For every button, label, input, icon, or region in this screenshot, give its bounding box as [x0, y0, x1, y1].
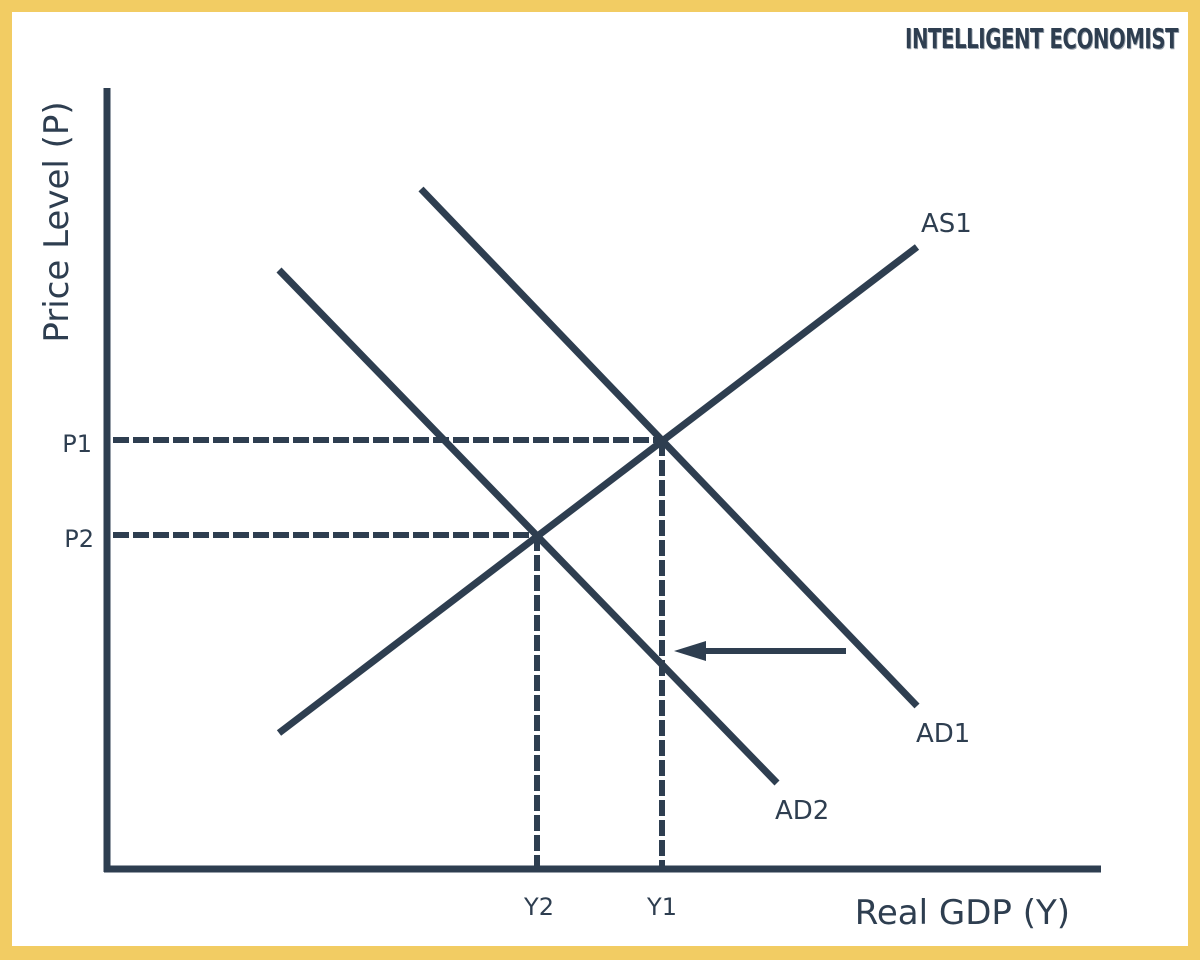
- shift-arrow-icon: [674, 641, 846, 661]
- ad1-label: AD1: [916, 719, 970, 749]
- as1-curve: [276, 244, 920, 736]
- y2-tick-label: Y2: [523, 893, 554, 921]
- y1-tick-label: Y1: [646, 893, 677, 921]
- ad2-label: AD2: [775, 796, 829, 826]
- p1-tick-label: P1: [62, 430, 92, 458]
- dashed-guides: [113, 437, 665, 866]
- ad1-curve: [418, 186, 920, 709]
- chart-frame: [12, 12, 1188, 946]
- ad2-curve: [276, 267, 780, 786]
- y-axis-label: Price Level (P): [37, 101, 77, 342]
- x-axis-label: Real GDP (Y): [855, 893, 1070, 933]
- as1-label: AS1: [921, 209, 972, 239]
- axes: [103, 88, 1101, 873]
- brand-logo-text: INTELLIGENT ECONOMIST: [904, 22, 1178, 55]
- p2-tick-label: P2: [64, 525, 94, 553]
